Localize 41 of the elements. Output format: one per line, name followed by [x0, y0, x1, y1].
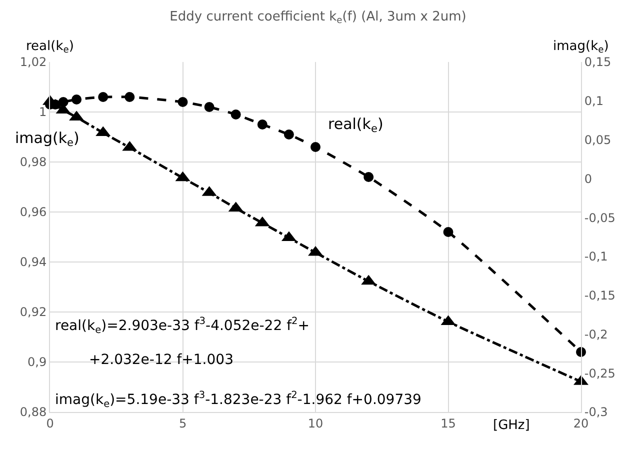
annotation: +2.032e-12 f+1.003 [89, 352, 234, 368]
y2-axis-title: imag(k$_{e}$) [553, 39, 609, 56]
annotation: imag(k$_{e}$)=5.19e-33 f$^{3}$-1.823e-23 f$^{2}$-1.962 f+0.09739 [55, 390, 422, 410]
y2-tick-label: -0,1 [584, 250, 608, 264]
point [204, 102, 214, 112]
point [178, 97, 188, 107]
y-tick-label: 0,98 [20, 155, 47, 170]
y-axis-title: real(k$_{e}$) [26, 39, 74, 56]
y2-tick-label: -0,25 [584, 366, 616, 380]
point [98, 92, 108, 102]
point [230, 110, 241, 120]
y2-tick-label: -0,15 [584, 288, 616, 303]
point [443, 227, 454, 237]
series-label: imag(k$_{e}$) [15, 129, 80, 150]
x-tick-label: 10 [308, 416, 324, 430]
series-label: real(k$_{e}$) [328, 115, 384, 136]
point [284, 130, 294, 140]
x-tick-label: 15 [440, 416, 456, 430]
y2-tick-label: 0 [584, 172, 592, 186]
y-tick-label: 0,88 [20, 405, 47, 420]
point [72, 94, 82, 104]
x-axis-title: [GHz] [493, 418, 530, 433]
x-tick-label: 0 [46, 416, 54, 430]
point [364, 172, 374, 182]
y2-tick-label: 0,15 [584, 55, 612, 70]
point [124, 92, 135, 102]
y-tick-label: 0,96 [20, 205, 47, 220]
x-tick-label: 5 [178, 416, 187, 430]
y-tick-label: 1,02 [20, 55, 47, 70]
annotation: real(k$_{e}$)=2.903e-33 f$^{3}$-4.052e-22 f$^{2}$+ [55, 316, 310, 336]
y-tick-label: 0,92 [20, 305, 47, 320]
y-tick-label: 0,9 [28, 355, 47, 370]
y2-tick-label: -0,05 [584, 210, 616, 225]
point [310, 142, 320, 152]
y2-tick-label: 0,05 [584, 132, 612, 147]
point [257, 120, 268, 130]
y2-tick-label: 0,1 [584, 94, 604, 108]
y-tick-label: 1 [38, 105, 47, 120]
y-tick-label: 0,94 [20, 255, 47, 270]
y2-tick-label: -0,2 [584, 327, 608, 342]
chart-title: Eddy current coefficient k$_{e}$(f) (Al, 3um x 2um) [170, 9, 466, 26]
